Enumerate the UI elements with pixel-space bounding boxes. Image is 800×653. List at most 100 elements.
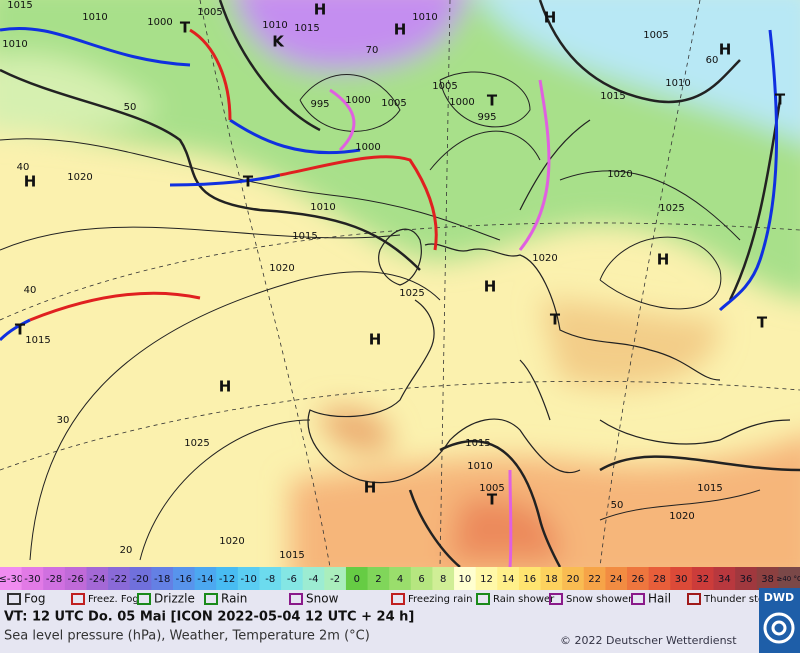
- isoline-label: 995: [310, 99, 329, 110]
- isoline-label: 1015: [600, 91, 625, 102]
- scale-label: -24: [89, 574, 105, 585]
- pressure-center: H: [219, 378, 232, 396]
- pressure-center: H: [544, 9, 557, 27]
- isoline-label: 1015: [292, 231, 317, 242]
- scale-cell: [345, 567, 369, 590]
- scale-label: 2: [375, 574, 381, 585]
- isoline-label: 1010: [665, 78, 690, 89]
- isoline-label: 1015: [279, 550, 304, 561]
- pressure-center: H: [364, 479, 377, 497]
- scale-label: 8: [440, 574, 446, 585]
- scale-cell: [713, 567, 736, 590]
- isoline-label: 1010: [467, 461, 492, 472]
- scale-cell: [86, 567, 109, 590]
- isoline-label: 40: [24, 285, 37, 296]
- scale-label: 12: [480, 574, 493, 585]
- scale-label: 6: [418, 574, 424, 585]
- copyright: © 2022 Deutscher Wetterdienst: [560, 634, 737, 647]
- scale-label: -20: [132, 574, 148, 585]
- scale-label: 0: [354, 574, 360, 585]
- scale-label: 18: [545, 574, 558, 585]
- scale-label: -14: [197, 574, 213, 585]
- isoline-label: 1000: [355, 142, 380, 153]
- scale-label: -6: [287, 574, 297, 585]
- isoline-label: 1015: [697, 483, 722, 494]
- scale-label: 34: [718, 574, 731, 585]
- legend-icon: [631, 593, 645, 605]
- isoline-label: 1005: [479, 483, 504, 494]
- legend-label: Freezing rain: [408, 594, 472, 605]
- pressure-center: H: [369, 331, 382, 349]
- isoline-label: 1015: [7, 0, 32, 11]
- isoline-label: 1010: [2, 39, 27, 50]
- scale-label: 32: [696, 574, 709, 585]
- isoline-label: 60: [706, 55, 719, 66]
- pressure-center: T: [487, 491, 498, 509]
- pressure-center: H: [394, 21, 407, 39]
- scale-cell: [367, 567, 390, 590]
- legend-icon: [137, 593, 151, 605]
- scale-label: -4: [309, 574, 319, 585]
- scale-cell: [497, 567, 520, 590]
- pressure-center: H: [657, 251, 670, 269]
- isoline-label: 1020: [219, 536, 244, 547]
- scale-cell: [778, 567, 800, 590]
- isoline-label: 1020: [269, 263, 294, 274]
- scale-cell: [605, 567, 628, 590]
- scale-cell: [670, 567, 693, 590]
- legend-label: Freez. Fog: [88, 594, 139, 605]
- legend-label: Fog: [24, 592, 45, 606]
- scale-cell: [259, 567, 282, 590]
- legend-background: [0, 590, 800, 653]
- pressure-center: T: [180, 19, 191, 37]
- graticule: [0, 0, 800, 568]
- scale-cell: [129, 567, 152, 590]
- isoline-label: 995: [477, 112, 496, 123]
- isoline-label: 1010: [262, 20, 287, 31]
- pressure-center: H: [314, 1, 327, 19]
- scale-cell: [151, 567, 174, 590]
- scale-cell: [410, 567, 433, 590]
- scale-cell: [756, 567, 779, 590]
- scale-label: 22: [588, 574, 601, 585]
- weather-legend: Fog Freez. Fog Drizzle Rain Snow Freezing rai…: [7, 592, 778, 606]
- scale-cell: [21, 567, 44, 590]
- isoline-label: 30: [57, 415, 70, 426]
- pressure-center: T: [775, 91, 786, 109]
- scale-cell: [302, 567, 325, 590]
- isoline-label: 1015: [25, 335, 50, 346]
- legend-label: Hail: [648, 592, 671, 606]
- scale-label: 14: [502, 574, 515, 585]
- isobars: [0, 0, 800, 568]
- isoline-label: 1025: [659, 203, 684, 214]
- scale-cell: [648, 567, 671, 590]
- scale-label: -26: [68, 574, 84, 585]
- scale-cell: [735, 567, 758, 590]
- scale-label: 4: [397, 574, 403, 585]
- isoline-label: 1005: [643, 30, 668, 41]
- pressure-center: T: [487, 92, 498, 110]
- scale-label: 24: [610, 574, 623, 585]
- scale-label: 16: [523, 574, 536, 585]
- isoline-label: 1015: [465, 438, 490, 449]
- isoline-label: 20: [120, 545, 133, 556]
- subtitle: Sea level pressure (hPa), Weather, Tempe…: [4, 629, 370, 644]
- scale-label: -22: [111, 574, 127, 585]
- legend-icon: [687, 593, 701, 605]
- isoline-label: 1015: [294, 23, 319, 34]
- isoline-label: 1000: [449, 97, 474, 108]
- pressure-center: K: [272, 33, 285, 51]
- scale-cell: [172, 567, 196, 590]
- isoline-label: 1010: [82, 12, 107, 23]
- isoline-label: 1025: [184, 438, 209, 449]
- temperature-scale: ≤-30 -30 -28 -26 -24 -22 -20 -18 -16 -14 -12 -10 -8-…: [0, 567, 800, 590]
- isoline-label: 50: [611, 500, 624, 511]
- scale-cell: [108, 567, 131, 590]
- scale-cell: [194, 567, 217, 590]
- scale-label: -2: [330, 574, 340, 585]
- pressure-center: T: [15, 321, 26, 339]
- scale-cell: [237, 567, 260, 590]
- isoline-label: 1005: [197, 7, 222, 18]
- pressure-center: H: [719, 41, 732, 59]
